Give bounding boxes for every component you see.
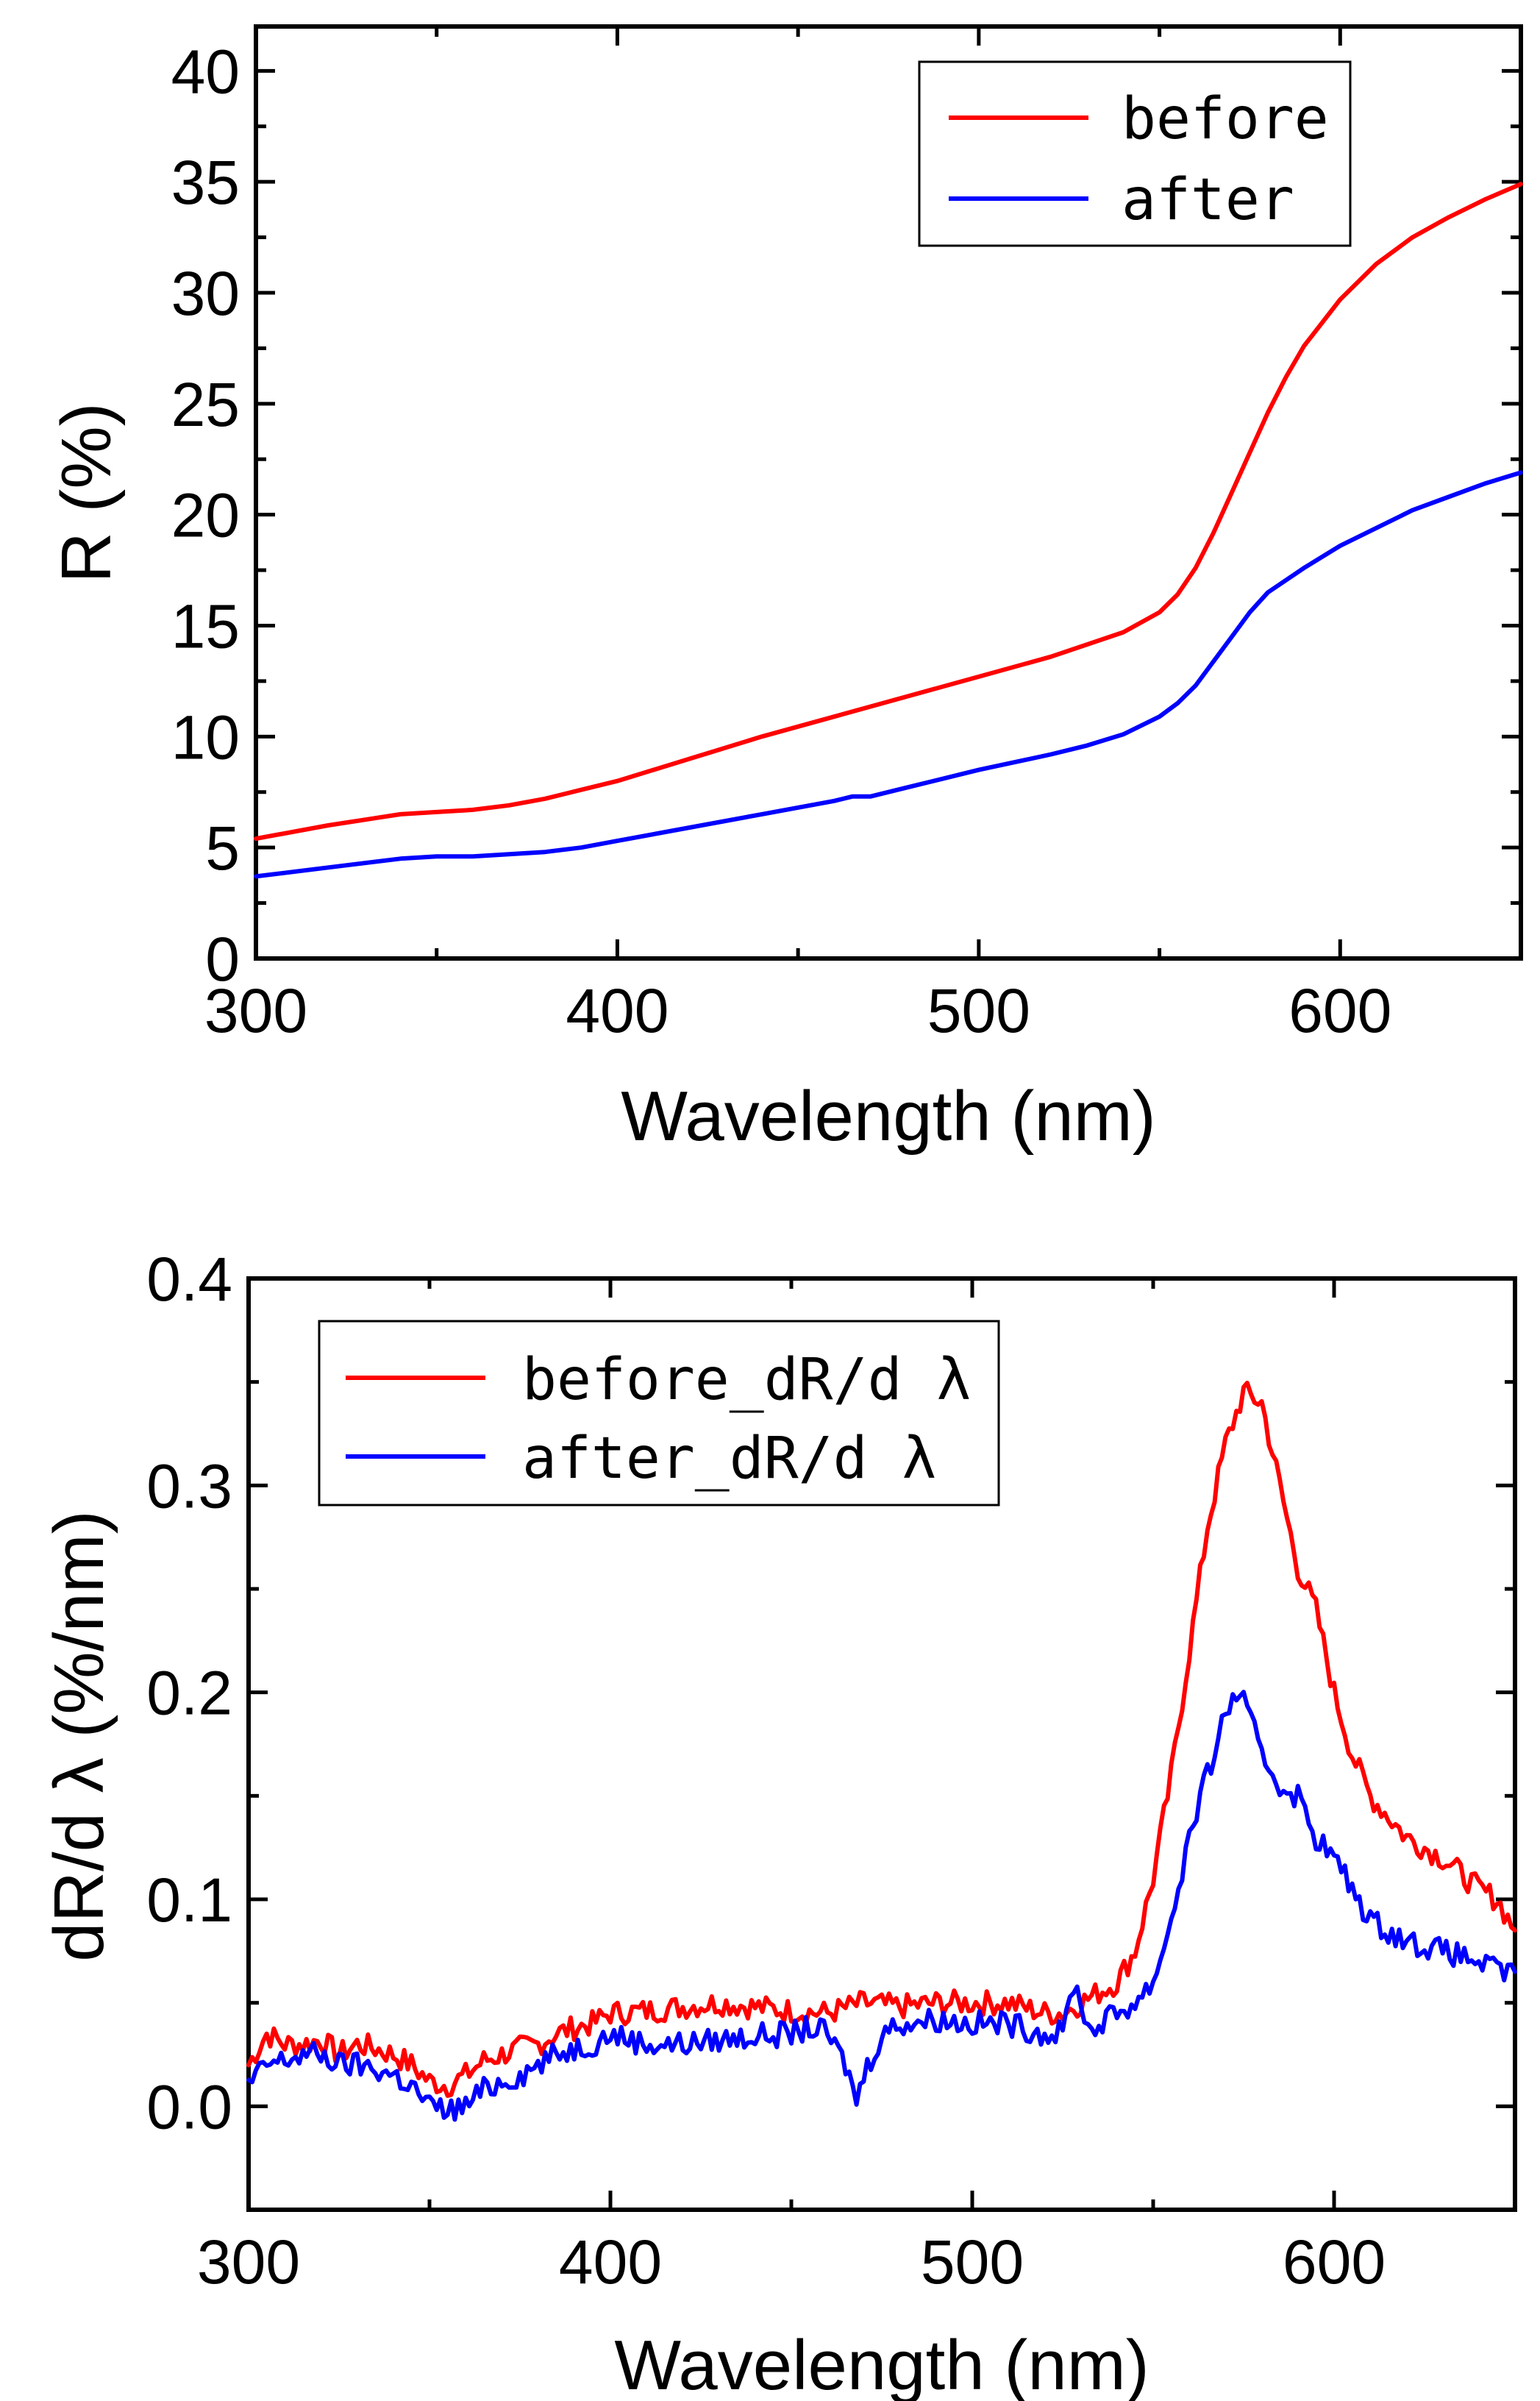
x-tick-label: 400 [566,976,669,1045]
y-tick-label: 10 [171,702,240,772]
y-tick-label: 15 [171,592,240,661]
x-tick-label: 400 [559,2227,662,2297]
legend: before_dR/d λ after_dR/d λ [318,1320,1000,1507]
y-tick-label: 25 [171,370,240,439]
series-line-after [254,470,1523,879]
series-line-before [254,182,1523,842]
x-tick-label: 600 [1283,2227,1386,2297]
y-tick-label: 5 [205,814,240,883]
axis-ticks [254,26,1523,961]
y-tick-label: 30 [171,259,240,328]
y-axis-label: R (%) [47,402,126,583]
plot-frame [254,24,1523,961]
x-tick-label: 500 [927,976,1030,1045]
reflectance-chart: 300 400 500 600 0 5 10 15 20 25 30 35 40 Wavelength… [47,24,1523,1156]
derivative-chart: 300 400 500 600 0.0 0.1 0.2 0.3 0.4 Wavelength … [40,1245,1517,2401]
plot-frame [246,1276,1517,2212]
y-tick-labels: 0.0 0.1 0.2 0.3 0.4 [146,1245,232,2141]
axis-ticks [246,1276,1517,2212]
y-tick-label: 0.0 [146,2072,232,2141]
series-line-after [246,1690,1517,2122]
x-tick-label: 600 [1288,976,1391,1045]
legend-label-before: before_dR/d λ [522,1347,971,1413]
y-tick-labels: 0 5 10 15 20 25 30 35 40 [171,37,240,994]
y-axis-label: dR/d λ (%/nm) [40,1510,118,1961]
x-axis-label: Wavelength (nm) [614,2326,1149,2401]
y-tick-label: 40 [171,37,240,106]
x-tick-labels: 300 400 500 600 [197,2227,1386,2297]
series-group [246,1381,1517,2122]
legend-box [918,60,1352,247]
y-tick-label: 0.3 [146,1451,232,1520]
legend-label-after: after_dR/d λ [522,1426,937,1492]
x-axis-label: Wavelength (nm) [621,1077,1155,1156]
x-tick-label: 300 [197,2227,300,2297]
y-tick-label: 20 [171,481,240,550]
x-tick-label: 500 [921,2227,1024,2297]
legend: before after [918,60,1352,247]
y-tick-label: 0.2 [146,1659,232,1728]
legend-box [318,1320,1000,1507]
y-tick-label: 0.1 [146,1865,232,1935]
y-tick-label: 0.4 [146,1245,232,1314]
series-group [254,182,1523,879]
legend-label-after: after [1122,167,1294,233]
y-tick-label: 0 [205,925,240,994]
legend-label-before: before [1122,86,1329,152]
series-line-before [246,1381,1517,2098]
x-tick-label: 300 [204,976,307,1045]
x-tick-labels: 300 400 500 600 [204,976,1391,1045]
y-tick-label: 35 [171,148,240,217]
